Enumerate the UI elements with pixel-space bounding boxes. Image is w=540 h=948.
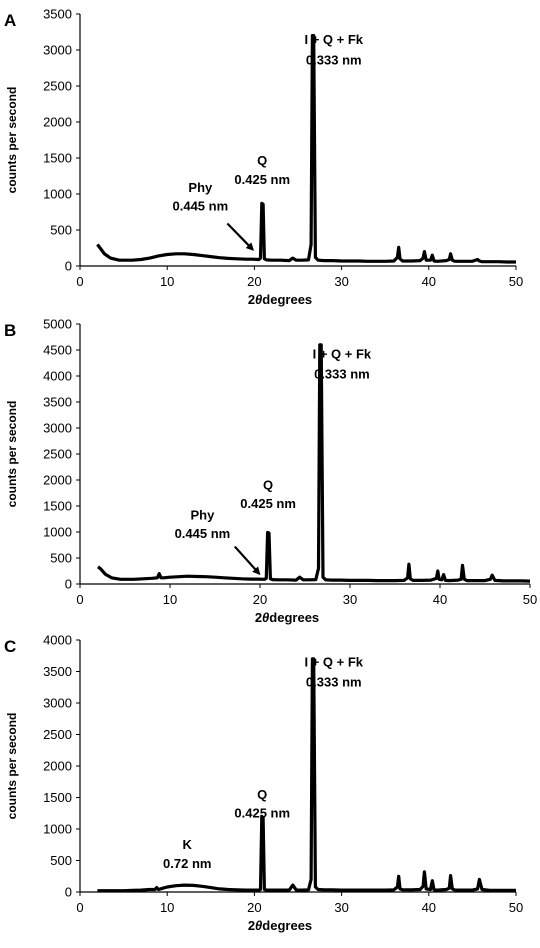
x-tick-label: 30 bbox=[334, 900, 348, 915]
x-axis-label: 2θdegrees bbox=[248, 918, 312, 933]
y-tick-label: 1000 bbox=[43, 187, 72, 202]
chart-panel-a: A 0 500 1000 1500 2000 2500 3000 3500 0 10 20 30 40 50… bbox=[4, 7, 523, 308]
peak-annotation-spacing: 0.445 nm bbox=[173, 199, 229, 214]
x-tick-label: 40 bbox=[433, 592, 447, 607]
chart-panel-c: C 0 500 1000 1500 2000 2500 3000 3500 4000 0 10 20 30… bbox=[4, 633, 523, 934]
y-tick-label: 2500 bbox=[43, 447, 72, 462]
x-axis-label-theta: θ bbox=[255, 918, 262, 933]
phyllosilicate-arrow bbox=[226, 222, 255, 251]
y-tick-label: 500 bbox=[50, 853, 72, 868]
y-tick-label: 2500 bbox=[43, 727, 72, 742]
x-axis-label-unit: degrees bbox=[262, 918, 312, 933]
x-axis-label: 2θdegrees bbox=[248, 292, 312, 307]
x-tick-label: 20 bbox=[247, 274, 261, 289]
y-tick-label: 4000 bbox=[43, 633, 72, 648]
x-axis-label-unit: degrees bbox=[262, 292, 312, 307]
peak-annotation-mineral: K bbox=[183, 837, 193, 852]
peak-annotation-spacing: 0.333 nm bbox=[314, 367, 370, 382]
peak-annotation-spacing: 0.333 nm bbox=[306, 52, 362, 67]
y-tick-label: 1500 bbox=[43, 499, 72, 514]
x-tick-label: 10 bbox=[160, 274, 174, 289]
y-tick-label: 2500 bbox=[43, 79, 72, 94]
y-tick-label: 1500 bbox=[43, 790, 72, 805]
y-tick-label: 1000 bbox=[43, 822, 72, 837]
y-tick-label: 500 bbox=[50, 551, 72, 566]
x-tick-label: 50 bbox=[523, 592, 537, 607]
peak-annotation-spacing: 0.425 nm bbox=[234, 172, 290, 187]
y-axis-label: counts per second bbox=[5, 713, 19, 820]
panel-label: A bbox=[4, 11, 16, 30]
x-axis-label-prefix: 2 bbox=[248, 918, 255, 933]
y-tick-label: 1000 bbox=[43, 525, 72, 540]
panel-label: C bbox=[4, 637, 16, 656]
x-tick-label: 50 bbox=[509, 274, 523, 289]
y-tick-label: 3500 bbox=[43, 664, 72, 679]
y-tick-label: 3000 bbox=[43, 43, 72, 58]
x-tick-label: 50 bbox=[509, 900, 523, 915]
y-tick-label: 5000 bbox=[43, 317, 72, 332]
y-tick-label: 3000 bbox=[43, 696, 72, 711]
peak-annotation-mineral: I + Q + Fk bbox=[304, 654, 363, 669]
x-tick-label: 40 bbox=[422, 900, 436, 915]
x-axis-label-prefix: 2 bbox=[255, 610, 262, 625]
peak-annotation-mineral: Phy bbox=[190, 508, 215, 523]
phyllosilicate-arrow bbox=[233, 545, 261, 576]
y-tick-label: 3000 bbox=[43, 421, 72, 436]
y-tick-label: 2000 bbox=[43, 115, 72, 130]
x-axis-label-theta: θ bbox=[262, 610, 269, 625]
y-tick-label: 3500 bbox=[43, 395, 72, 410]
xrd-pattern-series bbox=[96, 33, 516, 264]
x-tick-label: 20 bbox=[253, 592, 267, 607]
x-tick-label: 0 bbox=[76, 900, 83, 915]
x-tick-label: 20 bbox=[247, 900, 261, 915]
peak-annotation-mineral: I + Q + Fk bbox=[304, 32, 363, 47]
peak-annotation-mineral: Q bbox=[257, 787, 267, 802]
y-axis-label: counts per second bbox=[5, 87, 19, 194]
y-tick-label: 2000 bbox=[43, 473, 72, 488]
x-tick-label: 30 bbox=[334, 274, 348, 289]
peak-annotation-mineral: Q bbox=[257, 153, 267, 168]
y-tick-label: 1500 bbox=[43, 151, 72, 166]
x-tick-label: 30 bbox=[343, 592, 357, 607]
y-axis-label: counts per second bbox=[5, 401, 19, 508]
peak-annotation-spacing: 0.425 nm bbox=[240, 496, 296, 511]
y-tick-label: 4500 bbox=[43, 343, 72, 358]
x-tick-label: 0 bbox=[76, 274, 83, 289]
x-axis-label-theta: θ bbox=[255, 292, 262, 307]
x-axis-label: 2θdegrees bbox=[255, 610, 319, 625]
y-tick-label: 0 bbox=[65, 259, 72, 274]
panel-label: B bbox=[4, 321, 16, 340]
x-tick-label: 10 bbox=[163, 592, 177, 607]
x-tick-label: 10 bbox=[160, 900, 174, 915]
x-axis-label-unit: degrees bbox=[269, 610, 319, 625]
peak-annotation-spacing: 0.72 nm bbox=[163, 856, 211, 871]
peak-annotation-mineral: Phy bbox=[188, 180, 213, 195]
y-tick-label: 3500 bbox=[43, 7, 72, 22]
peak-annotation-spacing: 0.445 nm bbox=[175, 526, 231, 541]
xrd-pattern-series bbox=[97, 343, 531, 583]
y-tick-label: 2000 bbox=[43, 759, 72, 774]
peak-annotation-mineral: Q bbox=[263, 477, 273, 492]
y-tick-label: 4000 bbox=[43, 369, 72, 384]
peak-annotation-spacing: 0.425 nm bbox=[234, 806, 290, 821]
y-tick-label: 0 bbox=[65, 577, 72, 592]
x-axis-label-prefix: 2 bbox=[248, 292, 255, 307]
y-tick-label: 500 bbox=[50, 223, 72, 238]
peak-annotation-spacing: 0.333 nm bbox=[306, 675, 362, 690]
x-tick-label: 40 bbox=[422, 274, 436, 289]
xrd-pattern-series bbox=[97, 657, 516, 893]
peak-annotation-mineral: I + Q + Fk bbox=[313, 346, 372, 361]
x-tick-label: 0 bbox=[76, 592, 83, 607]
chart-panel-b: B050010001500200025003000350040004500500… bbox=[4, 317, 537, 626]
y-tick-label: 0 bbox=[65, 885, 72, 900]
